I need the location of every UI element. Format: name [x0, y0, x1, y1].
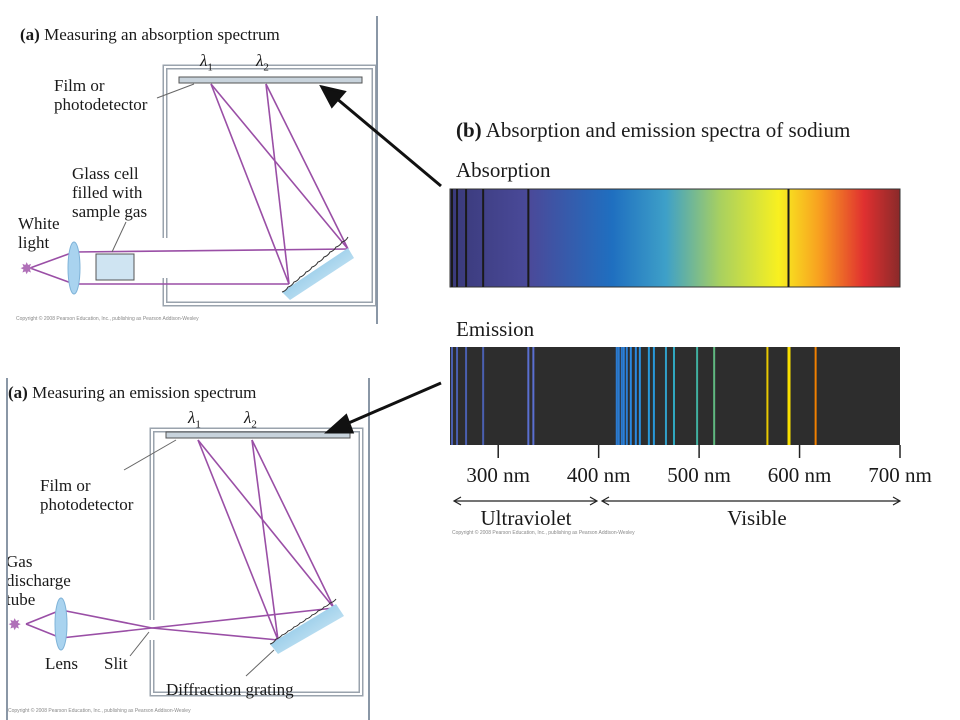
region-arrows: [452, 496, 902, 506]
copyright-a1: Copyright © 2008 Pearson Education, Inc.…: [16, 316, 199, 322]
ultraviolet-label: Ultraviolet: [477, 506, 575, 531]
film-label-2: Film or photodetector: [40, 476, 134, 514]
divider-a2-right: [368, 378, 370, 720]
divider-a1: [376, 16, 378, 324]
spectrometer-frame: [162, 64, 377, 307]
grating-label: Diffraction grating: [166, 680, 294, 699]
white-light-label: White light: [18, 214, 60, 252]
gas-discharge-tube-icon: ✸: [8, 617, 21, 634]
emission-setup-panel: (a) Measuring an emission spectrum ✸: [6, 378, 370, 720]
film-strip: [178, 76, 363, 84]
light-beams-2: [25, 439, 335, 641]
glass-cell: [95, 253, 135, 281]
absorption-setup-diagram: ✸: [20, 64, 377, 307]
axis-tick-label: 300 nm: [466, 463, 530, 487]
lambda1-label: λ1: [200, 51, 213, 74]
film-strip-2: [165, 431, 351, 439]
visible-label: Visible: [724, 506, 790, 531]
emission-spectrum-band: [450, 347, 900, 445]
lambda1-label-2: λ1: [188, 408, 201, 431]
film-label: Film or photodetector: [54, 76, 148, 114]
absorption-label: Absorption: [456, 158, 551, 182]
lens: [67, 241, 81, 295]
lens-2: [54, 597, 68, 651]
copyright-a2: Copyright © 2008 Pearson Education, Inc.…: [8, 708, 191, 714]
light-beams: [29, 83, 349, 285]
slit-label: Slit: [104, 654, 128, 673]
gas-discharge-label: Gas discharge tube: [6, 552, 71, 609]
axis-tick-label: 700 nm: [868, 463, 932, 487]
emission-setup-title: (a) Measuring an emission spectrum: [8, 383, 257, 402]
axis-tick-label: 600 nm: [767, 463, 832, 487]
emission-setup-diagram: ✸: [8, 427, 364, 697]
lambda2-label-2: λ2: [244, 408, 257, 431]
absorption-setup-panel: (a) Measuring an absorption spectrum ✸: [14, 16, 380, 324]
copyright-b: Copyright © 2008 Pearson Education, Inc.…: [452, 530, 635, 536]
lambda2-label: λ2: [256, 51, 269, 74]
spectra-title: (b) Absorption and emission spectra of s…: [456, 118, 851, 142]
absorption-setup-title: (a) Measuring an absorption spectrum: [20, 25, 280, 44]
diffraction-grating-2: [270, 604, 344, 654]
absorption-spectrum-band: [449, 188, 901, 288]
axis-tick-label: 500 nm: [667, 463, 731, 487]
white-light-source-icon: ✸: [20, 261, 33, 278]
emission-label: Emission: [456, 317, 535, 341]
diffraction-grating: [282, 248, 354, 300]
divider-a2-left: [6, 378, 8, 720]
glass-cell-label: Glass cell filled with sample gas: [72, 164, 148, 221]
lens-label: Lens: [45, 654, 79, 673]
axis-tick-label: 400 nm: [566, 463, 631, 487]
